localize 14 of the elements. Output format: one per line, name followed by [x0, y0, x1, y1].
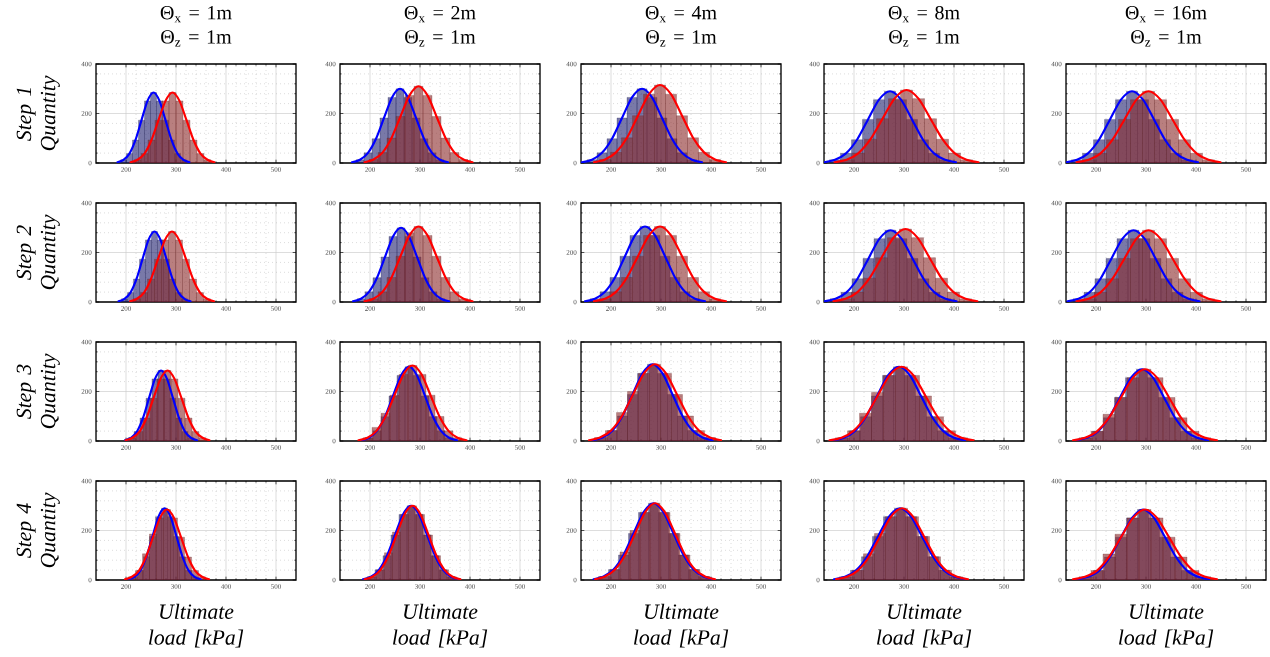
y-axis-title: Step 3 Quantity: [16, 353, 60, 429]
chart-title: Θ$_{x}$ = 1m Θ$_{z}$ = 1m: [160, 6, 232, 47]
y-axis-title: Step 1 Quantity: [16, 75, 60, 151]
x-axis-title: Ultimate load [kPa]: [634, 603, 729, 648]
x-axis-title: Ultimate load [kPa]: [877, 603, 972, 648]
x-axis-title: Ultimate load [kPa]: [393, 603, 488, 648]
y-axis-title: Step 4 Quantity: [16, 492, 60, 568]
chart-title: Θ$_{x}$ = 2m Θ$_{z}$ = 1m: [404, 6, 476, 47]
chart-title: Θ$_{x}$ = 4m Θ$_{z}$ = 1m: [645, 6, 717, 47]
x-axis-title: Ultimate load [kPa]: [1119, 603, 1214, 648]
x-axis-title: Ultimate load [kPa]: [149, 603, 244, 648]
chart-title: Θ$_{x}$ = 8m Θ$_{z}$ = 1m: [888, 5, 960, 47]
chart-title: Θ$_{x}$ = 16m Θ$_{z}$ = 1m: [1125, 6, 1207, 47]
y-axis-title: Step 2 Quantity: [16, 214, 60, 290]
